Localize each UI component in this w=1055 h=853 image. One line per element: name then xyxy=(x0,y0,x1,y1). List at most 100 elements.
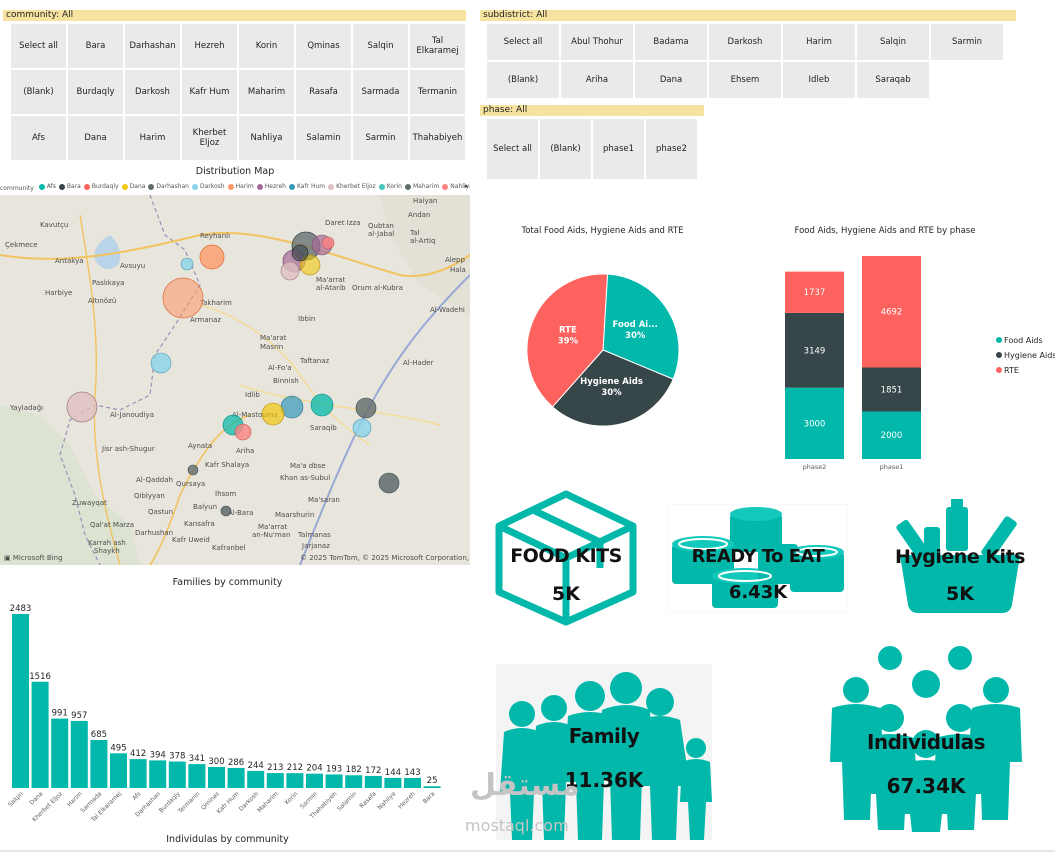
phase-option-select-all[interactable]: Select all xyxy=(487,119,538,179)
legend-item-afs[interactable]: Afs xyxy=(38,183,56,190)
stack-phase1-hygiene-aids[interactable] xyxy=(862,367,921,412)
bar-kafr-hum[interactable] xyxy=(227,767,245,788)
community-option-thahabiyeh[interactable]: Thahabiyeh xyxy=(410,116,465,160)
community-option-harim[interactable]: Harim xyxy=(125,116,180,160)
pie-slice-rte[interactable] xyxy=(526,273,609,408)
stack-legend-hygiene-aids[interactable]: Hygiene Aids xyxy=(1004,351,1055,360)
stack-phase2-hygiene-aids[interactable] xyxy=(785,312,844,388)
legend-item-korin[interactable]: Korin xyxy=(378,183,402,190)
bar-korin[interactable] xyxy=(286,773,304,788)
community-option-afs[interactable]: Afs xyxy=(11,116,66,160)
subdistrict-option-dana[interactable]: Dana xyxy=(635,62,707,98)
legend-item-kherbet-eljoz[interactable]: Kherbet Eljoz xyxy=(328,183,376,190)
pie-slice-hygiene-aids[interactable] xyxy=(551,349,674,427)
legend-item-burdaqly[interactable]: Burdaqly xyxy=(83,183,119,190)
bar-darhashan[interactable] xyxy=(149,760,167,788)
distribution-map[interactable]: Kavutçu Çekmece Antakya Harbiye Altınözü… xyxy=(0,195,470,565)
community-option-hezreh[interactable]: Hezreh xyxy=(182,24,237,68)
subdistrict-option-abul-thohur[interactable]: Abul Thohur xyxy=(561,24,633,60)
bottom-divider xyxy=(0,850,1055,852)
community-option-burdaqly[interactable]: Burdaqly xyxy=(68,70,123,114)
subdistrict-option-badama[interactable]: Badama xyxy=(635,24,707,60)
bar-kherbet-eljoz[interactable] xyxy=(51,718,69,788)
community-slicer-header[interactable]: community: All xyxy=(3,10,466,21)
bar-hezreh[interactable] xyxy=(404,777,421,788)
legend-item-hezreh[interactable]: Hezreh xyxy=(256,183,286,190)
stack-phase2-food-aids[interactable] xyxy=(785,387,844,459)
community-option-salamin[interactable]: Salamin xyxy=(296,116,351,160)
community-option-dana[interactable]: Dana xyxy=(68,116,123,160)
bar-qminas[interactable] xyxy=(208,766,225,788)
subdistrict-option-ariha[interactable]: Ariha xyxy=(561,62,633,98)
bar-afs[interactable] xyxy=(129,759,147,788)
map-title: Distribution Map xyxy=(195,166,275,177)
subdistrict-option-salqin[interactable]: Salqin xyxy=(857,24,929,60)
community-option-sarmada[interactable]: Sarmada xyxy=(353,70,408,114)
bar-tal-elkaramej[interactable] xyxy=(110,753,127,788)
bar-bara[interactable] xyxy=(423,786,441,788)
pie-slice-food-ai[interactable] xyxy=(602,273,680,380)
bar-category-nahliya: Nahliya xyxy=(376,790,397,811)
bar-rasafa[interactable] xyxy=(364,775,382,788)
phase-stacked-chart[interactable]: 3000 3149 1737 phase2 2000 1851 4692 phase1 Food… xyxy=(770,240,1055,475)
subdistrict-option-blank[interactable]: (Blank) xyxy=(487,62,559,98)
legend-item-harim[interactable]: Harim xyxy=(227,183,254,190)
bar-termanin[interactable] xyxy=(188,764,206,788)
legend-item-dana[interactable]: Dana xyxy=(121,183,145,190)
community-option-select-all[interactable]: Select all xyxy=(11,24,66,68)
bar-maharim[interactable] xyxy=(266,773,284,788)
stack-value-phase2-hygiene-aids: 3149 xyxy=(804,346,826,356)
bar-darkosh[interactable] xyxy=(247,770,265,788)
bar-burdaqly[interactable] xyxy=(168,761,186,788)
subdistrict-option-darkosh[interactable]: Darkosh xyxy=(709,24,781,60)
bar-dana[interactable] xyxy=(31,681,49,788)
community-option-termanin[interactable]: Termanin xyxy=(410,70,465,114)
bar-nahliya[interactable] xyxy=(384,777,402,788)
legend-item-darhashan[interactable]: Darhashan xyxy=(148,183,189,190)
bar-sarmin[interactable] xyxy=(306,773,323,788)
community-option-bara[interactable]: Bara xyxy=(68,24,123,68)
subdistrict-option-idleb[interactable]: Idleb xyxy=(783,62,855,98)
phase-option-blank[interactable]: (Blank) xyxy=(540,119,591,179)
bar-salqin[interactable] xyxy=(12,614,29,788)
subdistrict-slicer-header[interactable]: subdistrict: All xyxy=(480,10,1016,21)
community-option-tal-elkaramej[interactable]: Tal Elkaramej xyxy=(410,24,465,68)
stack-phase1-rte[interactable] xyxy=(862,256,921,368)
legend-item-nahliya[interactable]: Nahliya xyxy=(442,183,470,190)
community-option-darhashan[interactable]: Darhashan xyxy=(125,24,180,68)
community-option-nahliya[interactable]: Nahliya xyxy=(239,116,294,160)
stack-phase2-rte[interactable] xyxy=(785,271,844,313)
stack-phase1-food-aids[interactable] xyxy=(862,411,921,459)
stack-legend-rte[interactable]: RTE xyxy=(1004,366,1019,375)
legend-item-kafr-hum[interactable]: Kafr Hum xyxy=(288,183,325,190)
community-option-maharim[interactable]: Maharim xyxy=(239,70,294,114)
subdistrict-option-harim[interactable]: Harim xyxy=(783,24,855,60)
community-option-qminas[interactable]: Qminas xyxy=(296,24,351,68)
community-option-rasafa[interactable]: Rasafa xyxy=(296,70,351,114)
community-option-darkosh[interactable]: Darkosh xyxy=(125,70,180,114)
legend-item-bara[interactable]: Bara xyxy=(58,183,81,190)
subdistrict-option-select-all[interactable]: Select all xyxy=(487,24,559,60)
phase-slicer-header[interactable]: phase: All xyxy=(480,105,704,116)
phase-option-phase1[interactable]: phase1 xyxy=(593,119,644,179)
bar-harim[interactable] xyxy=(70,720,88,788)
subdistrict-option-saraqab[interactable]: Saraqab xyxy=(857,62,929,98)
legend-item-darkosh[interactable]: Darkosh xyxy=(191,183,225,190)
bar-thahabiyeh[interactable] xyxy=(325,774,343,788)
phase-option-phase2[interactable]: phase2 xyxy=(646,119,697,179)
legend-more-arrow[interactable]: ▸ xyxy=(465,182,469,190)
stack-legend-food-aids[interactable]: Food Aids xyxy=(1004,336,1043,345)
community-option-korin[interactable]: Korin xyxy=(239,24,294,68)
subdistrict-option-sarmin[interactable]: Sarmin xyxy=(931,24,1003,60)
community-option-blank[interactable]: (Blank) xyxy=(11,70,66,114)
bar-sarmada[interactable] xyxy=(90,739,108,788)
community-option-salqin[interactable]: Salqin xyxy=(353,24,408,68)
community-option-kafr-hum[interactable]: Kafr Hum xyxy=(182,70,237,114)
bar-salamin[interactable] xyxy=(345,775,363,788)
subdistrict-option-ehsem[interactable]: Ehsem xyxy=(709,62,781,98)
community-option-kherbet-eljoz[interactable]: Kherbet Eljoz xyxy=(182,116,237,160)
community-option-sarmin[interactable]: Sarmin xyxy=(353,116,408,160)
legend-item-maharim[interactable]: Maharim xyxy=(404,183,439,190)
